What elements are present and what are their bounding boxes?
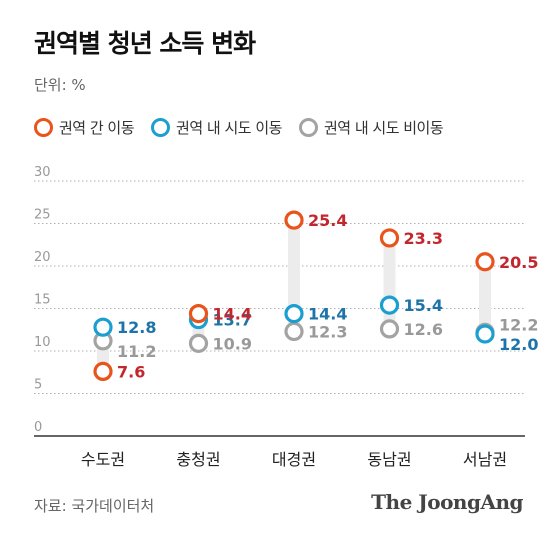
- data-label: 12.0: [499, 335, 538, 354]
- x-tick-label: 충청권: [176, 450, 220, 469]
- y-tick-label: 20: [34, 250, 51, 265]
- y-tick-label: 25: [34, 208, 51, 223]
- unit-label: 단위: %: [34, 76, 86, 94]
- data-label: 12.6: [404, 320, 443, 339]
- data-point: [379, 295, 400, 315]
- data-label: 14.4: [213, 305, 252, 324]
- range-bar: [288, 220, 300, 332]
- data-point: [379, 319, 400, 339]
- data-label: 12.8: [117, 318, 156, 337]
- data-label: 14.4: [308, 305, 347, 324]
- legend-marker-intra-region: [151, 118, 171, 137]
- legend-marker-intra-non: [298, 118, 318, 137]
- legend-label-intra-non: 권역 내 시도 비이동: [323, 119, 444, 137]
- legend-marker-inter-region: [34, 118, 53, 137]
- chart-title: 권역별 청년 소득 변화: [34, 29, 256, 58]
- legend-item-intra-region: 권역 내 시도 이동: [151, 117, 282, 138]
- y-tick-label: 10: [34, 335, 51, 350]
- data-label: 13.7: [213, 311, 252, 330]
- data-label: 11.2: [117, 342, 156, 361]
- legend-label-inter-region: 권역 간 이동: [59, 119, 135, 137]
- data-label: 12.2: [499, 315, 538, 334]
- y-tick-label: 5: [34, 378, 42, 393]
- data-label: 25.4: [308, 211, 347, 230]
- legend-item-inter-region: 권역 간 이동: [34, 117, 135, 138]
- legend-label-intra-region: 권역 내 시도 이동: [176, 119, 282, 137]
- y-tick-label: 30: [34, 165, 51, 180]
- y-tick-label: 15: [34, 293, 51, 308]
- y-tick-label: 0: [34, 420, 42, 435]
- range-bar: [479, 261, 491, 334]
- data-label: 15.4: [404, 296, 443, 315]
- data-point: [284, 210, 304, 230]
- data-point: [188, 333, 209, 353]
- brand-logo: The JoongAng: [371, 490, 523, 514]
- data-point: [475, 252, 495, 272]
- data-label: 12.3: [308, 322, 347, 341]
- x-tick-label: 동남권: [367, 450, 411, 469]
- data-point: [188, 304, 209, 324]
- x-tick-label: 대경권: [272, 450, 316, 469]
- data-point: [379, 228, 400, 248]
- data-label: 20.5: [499, 253, 538, 272]
- data-point: [93, 361, 113, 381]
- source-note: 자료: 국가데이터처: [34, 497, 155, 515]
- data-point: [284, 304, 304, 324]
- data-point: [475, 324, 495, 344]
- x-tick-label: 서남권: [463, 450, 507, 469]
- data-label: 7.6: [117, 362, 145, 381]
- data-label: 10.9: [213, 334, 252, 353]
- data-point: [93, 317, 113, 337]
- legend-item-intra-non: 권역 내 시도 비이동: [298, 117, 444, 138]
- data-point: [284, 321, 304, 342]
- x-tick-label: 수도권: [81, 450, 125, 469]
- range-bar: [383, 237, 396, 329]
- legend: 권역 간 이동 권역 내 시도 이동 권역 내 시도 비이동: [34, 117, 460, 138]
- data-label: 23.3: [404, 229, 443, 248]
